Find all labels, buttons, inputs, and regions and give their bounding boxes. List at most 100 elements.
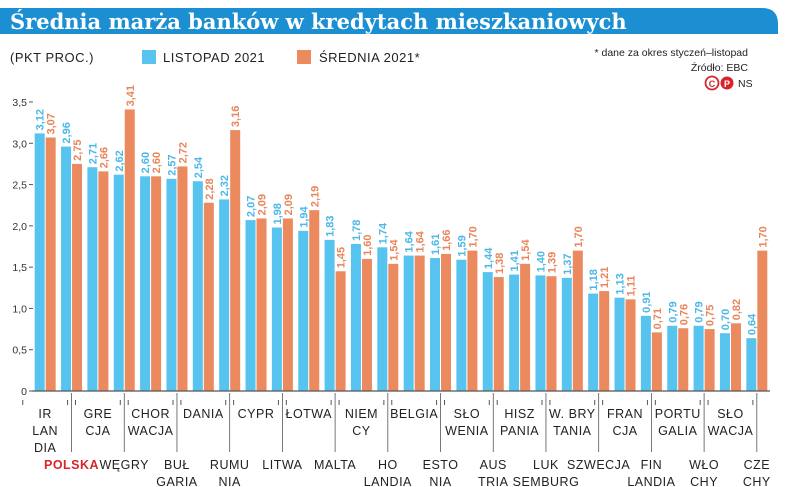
- category-bracket: [338, 400, 385, 405]
- value-label-srednia: 3,41: [125, 85, 137, 106]
- bar-listopad: [588, 293, 599, 391]
- y-tick-label: 0,5: [12, 345, 27, 357]
- bar-srednia: [45, 137, 56, 391]
- category-label: CHY: [743, 475, 771, 487]
- bar-srednia: [414, 255, 425, 391]
- bar-srednia: [98, 171, 109, 391]
- legend-swatch-srednia: [297, 50, 311, 64]
- bar-listopad: [667, 325, 678, 391]
- value-label-srednia: 0,71: [652, 308, 664, 329]
- category-label: FIN: [641, 458, 663, 472]
- bar-listopad: [693, 325, 704, 391]
- category-label: BUŁ: [164, 458, 190, 472]
- bar-listopad: [430, 258, 441, 391]
- value-label-srednia: 0,82: [731, 299, 743, 320]
- value-label-srednia: 1,54: [388, 239, 400, 261]
- value-label-listopad: 1,37: [562, 253, 574, 274]
- y-tick-label: 3,5: [12, 97, 27, 109]
- bar-listopad: [324, 239, 335, 391]
- y-tick-label: 2,0: [12, 221, 27, 233]
- category-label: WŁO: [689, 458, 719, 472]
- bar-srednia: [177, 166, 188, 391]
- logo-tag: NS: [738, 78, 753, 90]
- value-labels: 3,12 3,07 2,962,75 2,71 2,66 2,62 3,41 2,60 2,60…: [35, 85, 770, 335]
- category-label: IR: [38, 407, 52, 421]
- category-bracket: [391, 400, 438, 405]
- bar-srednia: [625, 299, 636, 391]
- x-axis: IRLANDIAPOLSKAGRECJAWĘGRYCHORWACJABUŁGAR…: [22, 390, 771, 487]
- bar-listopad: [377, 247, 388, 391]
- value-label-srednia: 1,54: [520, 239, 532, 261]
- category-label: DIA: [34, 441, 57, 455]
- value-label-listopad: 2,54: [193, 156, 205, 178]
- value-label-listopad: 0,79: [694, 301, 706, 322]
- value-label-srednia: 0,76: [678, 304, 690, 325]
- bar-listopad: [614, 297, 625, 391]
- value-label-srednia: 1,21: [599, 267, 611, 288]
- category-label: CZE: [744, 458, 771, 472]
- bar-srednia: [388, 263, 399, 391]
- bar-srednia: [757, 250, 768, 391]
- bar-srednia: [546, 276, 557, 391]
- bar-listopad: [298, 230, 309, 391]
- value-label-listopad: 1,61: [430, 234, 442, 255]
- bar-listopad: [719, 333, 730, 391]
- legend-swatch-listopad: [142, 50, 156, 64]
- bar-listopad: [192, 181, 203, 391]
- bar-listopad: [535, 275, 546, 391]
- value-label-srednia: 0,75: [705, 305, 717, 326]
- value-label-srednia: 1,45: [336, 247, 348, 268]
- category-label: CHOR: [131, 407, 170, 421]
- bar-listopad: [403, 255, 414, 391]
- value-label-srednia: 1,38: [494, 253, 506, 274]
- footnote: * dane za okres styczeń–listopad: [594, 47, 748, 59]
- value-label-listopad: 0,91: [641, 291, 653, 312]
- title-band: [0, 8, 778, 34]
- y-tick-label: 1,5: [12, 262, 27, 274]
- category-label: LANDIA: [364, 475, 412, 487]
- value-label-srednia: 1,70: [573, 226, 585, 247]
- legend-label-listopad: LISTOPAD 2021: [163, 50, 265, 65]
- value-label-listopad: 1,41: [509, 250, 521, 271]
- value-label-listopad: 1,59: [456, 235, 468, 256]
- category-label: LITWA: [262, 458, 302, 472]
- unit-label: (PKT PROC.): [10, 50, 94, 65]
- category-bracket: [707, 400, 754, 405]
- value-label-listopad: 0,79: [667, 301, 679, 322]
- bar-listopad: [34, 133, 45, 391]
- value-label-listopad: 1,40: [535, 251, 547, 272]
- bar-listopad: [113, 174, 124, 391]
- category-label: LAN: [32, 424, 58, 438]
- bar-listopad: [61, 146, 72, 391]
- category-bracket: [496, 400, 543, 405]
- category-label: NIEM: [345, 407, 378, 421]
- value-label-srednia: 1,70: [757, 226, 769, 247]
- category-label: SZWECJA: [567, 458, 630, 472]
- bar-srednia: [309, 210, 320, 391]
- value-label-listopad: 2,60: [140, 152, 152, 173]
- bars: [34, 109, 768, 391]
- category-label: GRE: [84, 407, 113, 421]
- source: Źródło: EBC: [691, 61, 749, 74]
- category-label: AUS: [480, 458, 507, 472]
- category-bracket: [180, 400, 227, 405]
- bar-srednia: [124, 109, 135, 391]
- legend-label-srednia: ŚREDNIA 2021*: [319, 50, 420, 65]
- category-label: WĘGRY: [100, 458, 150, 472]
- category-bracket: [654, 400, 701, 405]
- category-label: SŁO: [454, 407, 481, 421]
- category-label: NIA: [429, 475, 452, 487]
- bar-srednia: [282, 218, 293, 391]
- category-bracket: [285, 400, 332, 405]
- svg-text:C: C: [709, 79, 716, 89]
- value-label-listopad: 2,62: [114, 150, 126, 171]
- category-label: CJA: [85, 424, 110, 438]
- value-label-listopad: 3,12: [35, 109, 47, 130]
- value-label-srednia: 2,66: [98, 147, 110, 168]
- value-label-listopad: 1,74: [377, 222, 389, 244]
- category-label: BELGIA: [390, 407, 438, 421]
- category-label: TANIA: [553, 424, 592, 438]
- bar-srednia: [230, 130, 241, 391]
- publisher-logo: C P NS: [704, 75, 753, 91]
- chart-title: Średnia marża banków w kredytach mieszka…: [10, 9, 627, 34]
